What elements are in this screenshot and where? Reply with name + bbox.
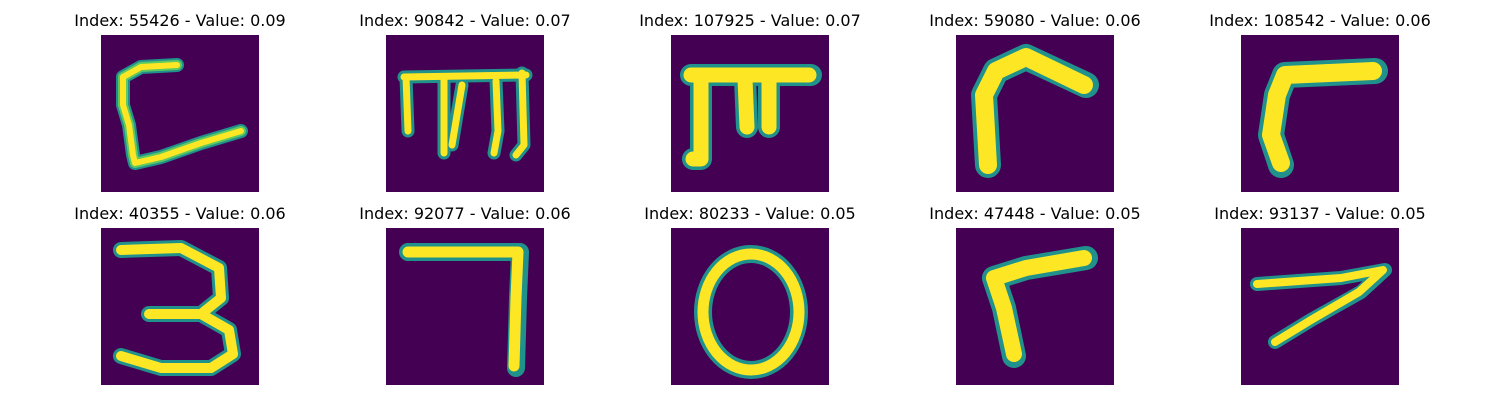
grid-cell: Index: 93137 - Value: 0.05	[1170, 193, 1470, 386]
glyph-image	[956, 228, 1114, 385]
glyph-image	[101, 35, 259, 192]
grid-cell: Index: 47448 - Value: 0.05	[885, 193, 1185, 386]
glyph-image	[1241, 228, 1399, 385]
glyph-image	[956, 35, 1114, 192]
grid-cell: Index: 80233 - Value: 0.05	[600, 193, 900, 386]
cell-title: Index: 90842 - Value: 0.07	[359, 11, 571, 30]
grid-cell: Index: 55426 - Value: 0.09	[30, 0, 330, 193]
cell-title: Index: 55426 - Value: 0.09	[74, 11, 286, 30]
cell-title: Index: 40355 - Value: 0.06	[74, 204, 286, 223]
glyph-image	[386, 35, 544, 192]
grid-cell: Index: 40355 - Value: 0.06	[30, 193, 330, 386]
grid-cell: Index: 90842 - Value: 0.07	[315, 0, 615, 193]
cell-title: Index: 108542 - Value: 0.06	[1209, 11, 1431, 30]
glyph-image	[671, 228, 829, 385]
grid-cell: Index: 92077 - Value: 0.06	[315, 193, 615, 386]
grid-cell: Index: 108542 - Value: 0.06	[1170, 0, 1470, 193]
cell-title: Index: 80233 - Value: 0.05	[644, 204, 856, 223]
cell-title: Index: 93137 - Value: 0.05	[1214, 204, 1426, 223]
cell-title: Index: 92077 - Value: 0.06	[359, 204, 571, 223]
grid-cell: Index: 59080 - Value: 0.06	[885, 0, 1185, 193]
glyph-image	[671, 35, 829, 192]
glyph-image	[1241, 35, 1399, 192]
glyph-image	[386, 228, 544, 385]
grid-cell: Index: 107925 - Value: 0.07	[600, 0, 900, 193]
cell-title: Index: 107925 - Value: 0.07	[639, 11, 861, 30]
cell-title: Index: 59080 - Value: 0.06	[929, 11, 1141, 30]
cell-title: Index: 47448 - Value: 0.05	[929, 204, 1141, 223]
glyph-image	[101, 228, 259, 385]
